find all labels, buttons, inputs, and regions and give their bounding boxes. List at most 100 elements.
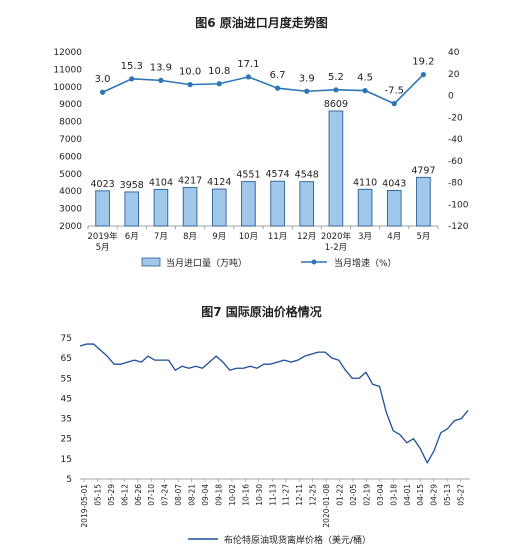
- chart1-left-tick-label: 10000: [53, 83, 82, 93]
- import-bar: [299, 181, 315, 227]
- chart1-left-tick-label: 9000: [59, 100, 82, 110]
- chart2-y-tick-label: 75: [61, 334, 72, 344]
- import-bar-value: 8609: [324, 99, 348, 110]
- import-bar: [211, 188, 227, 227]
- import-bar: [270, 180, 285, 227]
- chart1-right-tick-labels: -120 -100 -80 -60 -40 -20 0 20 40: [448, 48, 469, 232]
- chart1-left-tick-labels: 2000 3000 4000 5000 6000 7000 8000 9000 10000 110…: [53, 48, 82, 232]
- growth-value-label: 10.0: [179, 67, 201, 78]
- chart1-title: 图6 原油进口月度走势图: [195, 16, 328, 30]
- chart1-left-tick-label: 7000: [59, 135, 82, 145]
- chart1-bars: [95, 110, 431, 227]
- import-bar: [328, 110, 344, 227]
- chart2-x-tick-label: 01-22: [336, 484, 345, 506]
- chart2-x-tick-label: 09-04: [201, 484, 210, 506]
- chart2-y-tick-labels: 5 15 25 35 45 55 65 75: [61, 334, 72, 485]
- chart2-x-tick-label: 05-27: [457, 484, 466, 506]
- import-bar-value: 3958: [120, 180, 144, 191]
- chart2-x-tick-label: 03-04: [376, 484, 385, 506]
- chart2-y-tick-label: 45: [61, 394, 72, 404]
- chart1-left-tick-label: 8000: [59, 118, 82, 128]
- chart2-y-tick-label: 15: [61, 455, 72, 465]
- import-bar: [357, 188, 373, 227]
- chart1-right-tick-label: -20: [448, 113, 463, 123]
- chart1-right-tick-label: -120: [448, 222, 469, 232]
- chart2-x-tick-label: 03-18: [389, 484, 398, 506]
- chart2-x-tick-label: 07-10: [147, 484, 156, 506]
- chart1-category-label: 8月: [183, 232, 197, 242]
- growth-point: [304, 88, 310, 94]
- growth-value-label: 10.8: [208, 66, 230, 77]
- chart2-y-tick-label: 25: [61, 435, 72, 445]
- chart1-left-tick-label: 12000: [53, 48, 82, 58]
- growth-point: [333, 87, 339, 93]
- growth-point: [362, 88, 368, 94]
- chart2-x-tick-label: 12-25: [309, 484, 318, 506]
- growth-line-path: [102, 74, 424, 105]
- chart2-y-tick-label: 5: [66, 475, 72, 485]
- chart2-x-tick-label: 02-19: [362, 484, 371, 506]
- growth-value-label: 17.1: [237, 59, 259, 70]
- legend-price-label: 布伦特原油现货离岸价格（美元/桶）: [224, 534, 371, 546]
- import-bar-value: 4217: [178, 175, 202, 186]
- chart2-title: 图7 国际原油价格情况: [201, 305, 322, 319]
- chart2-x-tick-label: 02-05: [349, 484, 358, 506]
- chart2-x-tick-label: 04-29: [430, 484, 439, 506]
- import-bar-value: 4110: [353, 177, 377, 188]
- growth-value-label: 13.9: [150, 62, 172, 73]
- chart1-right-tick-label: -100: [448, 200, 469, 210]
- chart1-category-label: 11月: [268, 232, 287, 242]
- import-bar: [386, 190, 402, 227]
- chart2-x-tick-label: 12-11: [295, 484, 304, 506]
- import-bar: [95, 190, 110, 227]
- chart2-x-tick-label: 05-29: [107, 484, 116, 506]
- chart2-x-tick-label: 04-15: [416, 484, 425, 506]
- chart1-growth-line: [99, 72, 427, 107]
- growth-point: [99, 89, 106, 95]
- chart2-x-tick-label: 06-12: [120, 484, 129, 506]
- chart1-right-tick-label: -60: [448, 157, 463, 167]
- import-bar: [416, 176, 431, 227]
- chart1-category-label: 3月: [358, 232, 372, 242]
- growth-value-label: -7.5: [384, 86, 404, 97]
- chart1-category-label: 12月: [297, 232, 316, 242]
- growth-point: [187, 82, 193, 88]
- chart1-left-tick-label: 5000: [59, 170, 82, 180]
- chart2-price-line: [79, 343, 469, 464]
- chart1-left-tick-label: 4000: [59, 187, 82, 197]
- chart1-category-label: 2019年 5月: [88, 231, 119, 253]
- chart1-category-label: 5月: [416, 232, 430, 242]
- import-combo-chart: 2000 3000 4000 5000 6000 7000 8000 9000 10000 110…: [53, 48, 469, 269]
- growth-point: [129, 76, 135, 82]
- chart2-legend: 布伦特原油现货离岸价格（美元/桶）: [188, 534, 371, 546]
- chart2-x-tick-label: 09-18: [214, 484, 223, 506]
- chart1-legend: 当月进口量（万吨） 当月增速（%）: [141, 257, 397, 269]
- legend-line-label: 当月增速（%）: [334, 257, 397, 269]
- chart1-category-label: 2020年 1-2月: [321, 231, 352, 253]
- growth-point: [245, 74, 252, 80]
- chart2-x-tick-label: 08-07: [174, 484, 183, 506]
- chart1-category-label: 10月: [239, 232, 258, 242]
- growth-point: [391, 101, 397, 107]
- chart2-x-tick-label: 11-27: [282, 484, 291, 506]
- chart2-x-tick-label: 05-13: [443, 484, 452, 506]
- chart1-left-tick-label: 11000: [53, 65, 82, 75]
- brent-price-chart: 5 15 25 35 45 55 65 75 2019-05-01 05-15 05-29 06-1…: [61, 334, 470, 546]
- chart1-right-tick-label: -40: [448, 135, 463, 145]
- import-bar: [124, 191, 140, 227]
- import-bar: [241, 181, 256, 227]
- growth-value-label: 5.2: [328, 72, 344, 83]
- import-bar-value: 4104: [149, 177, 173, 188]
- chart1-growth-labels: 3.0 15.3 13.9 10.0 10.8 17.1 6.7 3.9 5.2 4.5 -7.5 1…: [95, 57, 435, 97]
- chart2-x-tick-label: 10-30: [255, 484, 264, 506]
- import-bar-value: 4124: [207, 177, 231, 188]
- chart1-left-tick-label: 6000: [59, 152, 82, 162]
- chart1-right-tick-label: 20: [448, 70, 460, 80]
- chart2-x-tick-label: 10-02: [228, 484, 237, 506]
- chart2-x-tick-label: 11-13: [268, 484, 277, 506]
- chart2-x-tick-label: 07-24: [161, 484, 170, 506]
- chart1-category-label: 6月: [125, 232, 139, 242]
- chart1-left-tick-label: 3000: [59, 205, 82, 215]
- chart2-x-tick-label: 04-01: [403, 484, 412, 506]
